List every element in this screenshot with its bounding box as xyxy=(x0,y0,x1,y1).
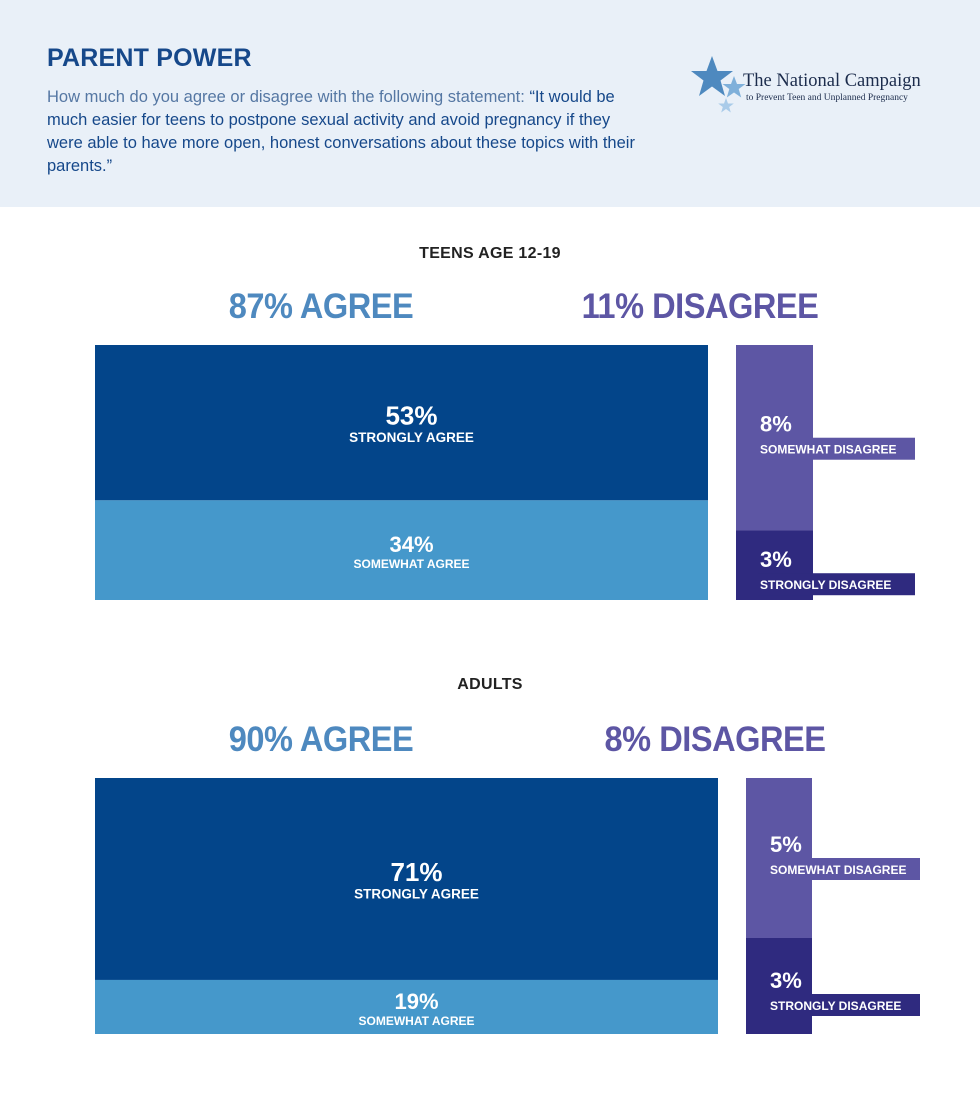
adults-bar-somewhat-agree xyxy=(95,979,718,1034)
teens-agree-value-label: 53% xyxy=(385,401,437,431)
teens-disagree-total: 11% DISAGREE xyxy=(581,287,819,326)
teens-disagree-value-label: 3% xyxy=(760,547,792,572)
teens-section-title: TEENS AGE 12-19 xyxy=(419,245,561,262)
adults-section-title: ADULTS xyxy=(457,676,523,693)
teens-bar-strongly-agree xyxy=(95,345,708,501)
organization-logo: The National Campaign to Prevent Teen an… xyxy=(690,54,950,118)
teens-disagree-category-label: SOMEWHAT DISAGREE xyxy=(760,443,896,457)
teens-agree-value-label: 34% xyxy=(389,532,433,557)
adults-disagree-value-label: 3% xyxy=(770,968,802,993)
adults-disagree-value-label: 5% xyxy=(770,832,802,857)
adults-agree-value-label: 19% xyxy=(394,989,438,1014)
teens-disagree-tag xyxy=(758,437,915,460)
teens-disagree-value-label: 8% xyxy=(760,412,792,437)
adults-agree-value-label: 71% xyxy=(390,857,442,887)
page-title: PARENT POWER xyxy=(47,44,252,72)
teens-agree-category-label: STRONGLY AGREE xyxy=(349,430,474,445)
adults-agree-category-label: STRONGLY AGREE xyxy=(354,886,479,901)
adults-agree-category-label: SOMEWHAT AGREE xyxy=(359,1014,475,1028)
adults-bar-strongly-disagree xyxy=(746,938,812,1034)
adults-bar-strongly-agree xyxy=(95,778,718,980)
star-logo-icon xyxy=(691,56,746,113)
logo-name: The National Campaign xyxy=(743,71,921,91)
teens-disagree-category-label: STRONGLY DISAGREE xyxy=(760,578,891,592)
logo-tagline: to Prevent Teen and Unplanned Pregnancy xyxy=(746,93,908,103)
adults-disagree-category-label: STRONGLY DISAGREE xyxy=(770,999,901,1013)
teens-bar-somewhat-agree xyxy=(95,500,708,600)
header-band: PARENT POWER How much do you agree or di… xyxy=(0,0,980,207)
adults-disagree-total: 8% DISAGREE xyxy=(604,720,826,759)
teens-disagree-tag xyxy=(758,573,915,596)
adults-agree-total: 90% AGREE xyxy=(228,720,414,759)
question-lead: How much do you agree or disagree with t… xyxy=(47,88,530,106)
adults-disagree-tag xyxy=(768,994,920,1016)
teens-agree-total: 87% AGREE xyxy=(228,287,414,326)
adults-disagree-category-label: SOMEWHAT DISAGREE xyxy=(770,863,906,877)
teens-agree-category-label: SOMEWHAT AGREE xyxy=(354,557,470,571)
question-quote: “It would be much easier for teens to po… xyxy=(47,88,635,175)
adults-disagree-tag xyxy=(768,858,920,880)
survey-question: How much do you agree or disagree with t… xyxy=(47,86,647,178)
